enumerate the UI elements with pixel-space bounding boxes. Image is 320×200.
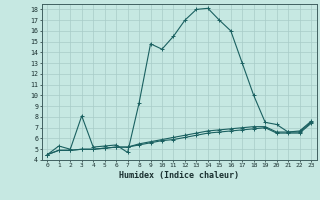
X-axis label: Humidex (Indice chaleur): Humidex (Indice chaleur) [119,171,239,180]
